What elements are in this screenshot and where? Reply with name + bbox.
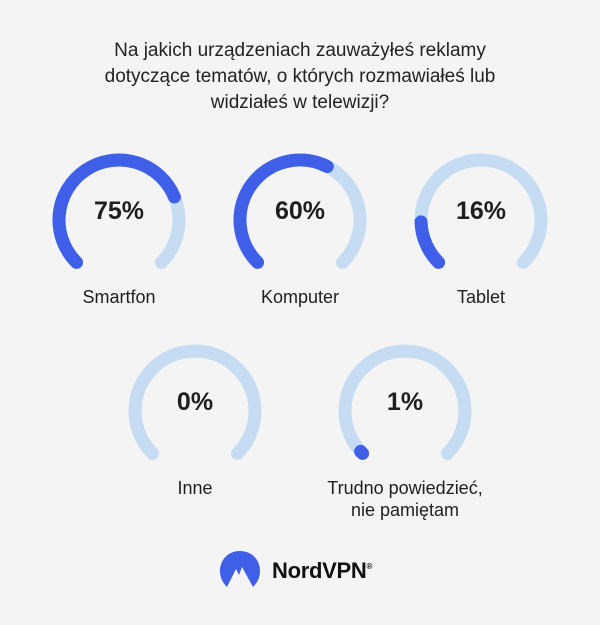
- gauge-fill: [233, 153, 334, 269]
- brand-name: NordVPN®: [272, 558, 373, 583]
- gauge-value-label: 0%: [176, 388, 214, 416]
- gauge-trudno-svg: [338, 344, 472, 460]
- gauge-tablet-svg: [414, 153, 548, 269]
- category-label-inne: Inne: [95, 477, 295, 499]
- category-label-line: Tablet: [456, 287, 506, 307]
- nordvpn-logo: NordVPN®: [218, 549, 373, 594]
- gauge-value-label: 60%: [274, 197, 326, 225]
- category-label-trudno-powiedziec: Trudno powiedzieć, nie pamiętam: [290, 477, 520, 521]
- title-line-1: Na jakich urządzeniach zauważyłeś reklam…: [114, 40, 486, 61]
- gauge-komputer: 60%: [225, 145, 375, 295]
- category-label-smartfon: Smartfon: [19, 286, 219, 308]
- title-line-3: widziałeś w telewizji?: [210, 92, 390, 113]
- category-label-tablet: Tablet: [381, 286, 581, 308]
- gauge-track: [338, 344, 472, 460]
- gauge-komputer-svg: [233, 153, 367, 269]
- gauge-inne: 0%: [120, 336, 270, 486]
- gauge-fill: [52, 153, 181, 269]
- category-label-line: nie pamiętam: [350, 500, 460, 520]
- gauge-value-label: 16%: [455, 197, 507, 225]
- trademark-mark: ®: [366, 562, 373, 571]
- chart-title: Na jakich urządzeniach zauważyłeś reklam…: [40, 38, 560, 116]
- gauge-value-label: 1%: [386, 388, 424, 416]
- gauge-value-label: 75%: [93, 197, 145, 225]
- category-label-line: Inne: [177, 478, 213, 498]
- category-label-line: Trudno powiedzieć,: [327, 478, 483, 498]
- category-label-line: Smartfon: [82, 287, 156, 307]
- gauge-inne-svg: [128, 344, 262, 460]
- gauge-tablet: 16%: [406, 145, 556, 295]
- gauge-fill: [354, 444, 370, 460]
- gauge-trudno-powiedziec: 1%: [330, 336, 480, 486]
- nordvpn-mountain-icon: [218, 549, 262, 594]
- title-line-2: dotyczące tematów, o których rozmawiałeś…: [104, 66, 496, 87]
- category-label-line: Komputer: [260, 287, 340, 307]
- gauge-smartfon-svg: [52, 153, 186, 269]
- gauge-fill: [414, 215, 446, 269]
- gauge-track: [128, 344, 262, 460]
- gauge-smartfon: 75%: [44, 145, 194, 295]
- category-label-komputer: Komputer: [200, 286, 400, 308]
